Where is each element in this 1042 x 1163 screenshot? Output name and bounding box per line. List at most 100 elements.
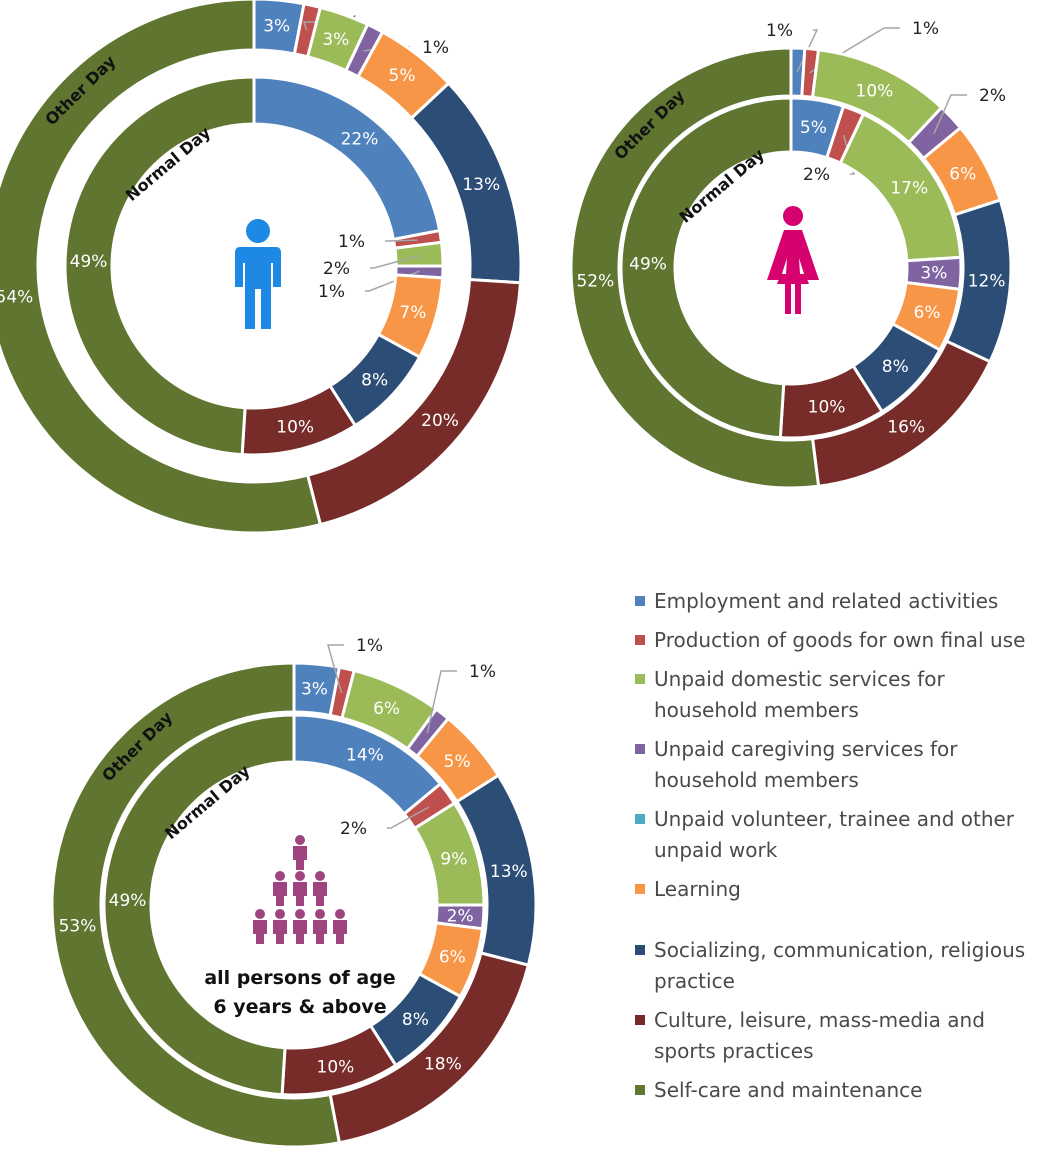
inner-data-label-employment: 5% — [800, 118, 827, 138]
outer-data-label-socializing: 13% — [462, 175, 500, 195]
outer-leader-line-caregiving — [933, 94, 967, 135]
inner-data-label-culture: 10% — [276, 417, 314, 437]
inner-data-label-learning: 6% — [439, 947, 466, 967]
inner-ring-segment-selfcare — [102, 713, 296, 1097]
population-pyramid-icon — [253, 835, 347, 944]
person-figure-head — [275, 909, 285, 919]
person-figure-body — [293, 846, 307, 870]
outer-leader-line-production — [302, 21, 320, 31]
donut-chart-female: 1% 1%10% 2%6%12%16%52%5%2%17%3%6%8%10%49%O… — [569, 19, 1013, 490]
legend-label: Self-care and maintenance — [654, 1078, 923, 1102]
legend-swatch — [635, 945, 645, 955]
person-figure-body — [313, 882, 327, 906]
person-figure-body — [333, 920, 347, 944]
outer-data-label-socializing: 13% — [490, 862, 528, 882]
legend-label: Socializing, communication, religious pr… — [654, 938, 1026, 993]
outer-data-label-domestic: 6% — [373, 699, 400, 719]
outer-data-label-caregiving: 1% — [469, 662, 496, 682]
legend: Employment and related activities Produc… — [634, 586, 1034, 1114]
outer-data-label-socializing: 12% — [968, 271, 1006, 291]
person-figure-head — [295, 835, 305, 845]
legend-item-volunteer: Unpaid volunteer, trainee and other unpa… — [634, 804, 1034, 866]
inner-data-label-employment: 14% — [346, 745, 384, 765]
legend-swatch — [635, 744, 645, 754]
outer-data-label-domestic: 3% — [322, 30, 349, 50]
donut-chart-male: 3%1%3%1%5%13%20%54%22%1%2%1%7%8%10%49%Ot… — [0, 0, 523, 535]
inner-data-label-caregiving: 3% — [920, 263, 947, 283]
legend-label: Unpaid caregiving services for household… — [654, 737, 958, 792]
person-figure-head — [295, 909, 305, 919]
person-figure-head — [335, 909, 345, 919]
inner-data-label-caregiving: 2% — [447, 906, 474, 926]
legend-item-employment: Employment and related activities — [634, 586, 1034, 617]
inner-data-label-learning: 6% — [914, 303, 941, 323]
legend-swatch — [635, 1015, 645, 1025]
outer-data-label-employment: 1% — [766, 21, 793, 41]
inner-data-label-production: 1% — [338, 232, 365, 252]
outer-ring-segment-selfcare — [569, 46, 821, 490]
outer-data-label-domestic: 10% — [856, 82, 894, 102]
inner-leader-line-production — [387, 806, 430, 829]
legend-item-socializing: Socializing, communication, religious pr… — [634, 935, 1034, 997]
outer-data-label-employment: 3% — [263, 17, 290, 37]
person-figure-body — [293, 920, 307, 944]
outer-ring-segment-selfcare — [0, 0, 323, 535]
legend-label: Production of goods for own final use — [654, 628, 1026, 652]
inner-data-label-production: 2% — [340, 819, 367, 839]
inner-data-label-domestic: 9% — [440, 850, 467, 870]
legend-item-learning: Learning — [634, 874, 1034, 905]
outer-leader-line-production — [327, 644, 344, 693]
outer-data-label-culture: 20% — [421, 411, 459, 431]
outer-data-label-selfcare: 54% — [0, 287, 33, 307]
inner-data-label-production: 2% — [803, 165, 830, 185]
inner-data-label-culture: 10% — [317, 1057, 355, 1077]
inner-data-label-domestic: 2% — [323, 259, 350, 279]
person-figure-head — [315, 909, 325, 919]
legend-label: Unpaid domestic services for household m… — [654, 667, 945, 722]
legend-label: Learning — [654, 877, 741, 901]
outer-data-label-culture: 18% — [424, 1055, 462, 1075]
legend-swatch — [635, 635, 645, 645]
outer-data-label-caregiving: 1% — [422, 38, 449, 58]
legend-swatch — [635, 674, 645, 684]
legend-label: Culture, leisure, mass-media and sports … — [654, 1008, 985, 1063]
inner-leader-line-domestic — [370, 254, 420, 269]
outer-data-label-caregiving: 2% — [979, 86, 1006, 106]
legend-swatch — [635, 814, 645, 824]
inner-data-label-socializing: 8% — [402, 1010, 429, 1030]
legend-item-selfcare: Self-care and maintenance — [634, 1075, 1034, 1106]
legend-swatch — [635, 1085, 645, 1095]
person-figure-body — [313, 920, 327, 944]
inner-data-label-socializing: 8% — [882, 357, 909, 377]
legend-item-production: Production of goods for own final use — [634, 625, 1034, 656]
legend-swatch — [635, 884, 645, 894]
female-person-icon — [767, 206, 819, 314]
inner-data-label-selfcare: 49% — [629, 255, 667, 275]
outer-data-label-culture: 16% — [887, 418, 925, 438]
inner-data-label-learning: 7% — [399, 303, 426, 323]
legend-label: Unpaid volunteer, trainee and other unpa… — [654, 807, 1015, 862]
person-figure-head — [255, 909, 265, 919]
outer-ring-segment-selfcare — [50, 661, 342, 1149]
inner-leader-line-production — [385, 239, 418, 242]
outer-data-label-learning: 6% — [949, 165, 976, 185]
legend-item-culture: Culture, leisure, mass-media and sports … — [634, 1005, 1034, 1067]
outer-data-label-selfcare: 53% — [59, 916, 97, 936]
inner-data-label-domestic: 17% — [890, 179, 928, 199]
outer-data-label-selfcare: 52% — [576, 271, 614, 291]
outer-data-label-production: 1% — [356, 636, 383, 656]
inner-data-label-employment: 22% — [341, 129, 379, 149]
person-figure-body — [273, 920, 287, 944]
inner-ring-segment-selfcare — [63, 75, 256, 457]
legend-item-caregiving: Unpaid caregiving services for household… — [634, 734, 1034, 796]
inner-data-label-culture: 10% — [808, 398, 846, 418]
center-title-line2: 6 years & above — [213, 996, 386, 1018]
person-figure-body — [253, 920, 267, 944]
legend-item-domestic: Unpaid domestic services for household m… — [634, 664, 1034, 726]
legend-label: Employment and related activities — [654, 589, 999, 613]
person-figure-head — [295, 871, 305, 881]
male-person-icon — [235, 219, 281, 329]
inner-ring-segment-selfcare — [619, 96, 793, 440]
outer-data-label-production: 1% — [912, 19, 939, 39]
